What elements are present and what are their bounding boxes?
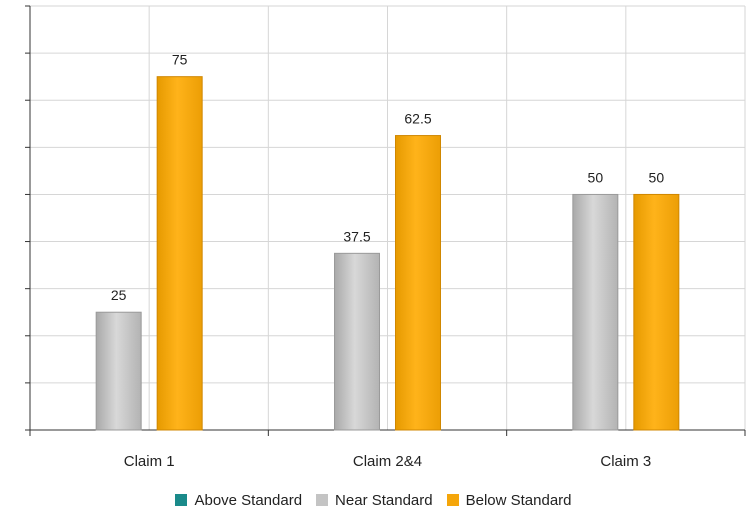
legend-item: Above Standard (175, 492, 302, 509)
bar-near-standard (334, 252, 380, 431)
bars (95, 76, 680, 431)
bar-below-standard (156, 76, 203, 431)
data-label: 50 (588, 169, 604, 185)
x-tick-label: Claim 3 (600, 453, 651, 470)
data-label: 25 (111, 287, 127, 303)
legend-label: Above Standard (194, 491, 303, 509)
legend: Above Standard Near Standard Below Standar… (0, 488, 747, 512)
legend-label: Near Standard (335, 491, 433, 509)
bar-near-standard (95, 311, 142, 431)
axes (25, 5, 746, 436)
data-label: 62.5 (404, 111, 431, 127)
legend-swatch (175, 494, 188, 506)
bar-chart: 25 75 37.5 62.5 50 50 Claim 1 Claim 2&4 Claim 3 (25, 5, 746, 470)
bar-below-standard (395, 135, 441, 431)
legend-swatch (316, 494, 329, 506)
gridlines (30, 5, 746, 430)
legend-item: Below Standard (446, 491, 572, 509)
x-tick-label: Claim 2&4 (353, 453, 422, 470)
data-labels: 25 75 37.5 62.5 50 50 (111, 52, 664, 304)
x-tick-labels: Claim 1 Claim 2&4 Claim 3 (124, 453, 652, 470)
data-label: 50 (649, 169, 665, 185)
bar-below-standard (633, 193, 680, 431)
x-tick-label: Claim 1 (124, 453, 175, 470)
data-label: 37.5 (343, 228, 370, 244)
legend-item: Near Standard (316, 492, 433, 509)
legend-swatch (446, 494, 459, 506)
data-label: 75 (172, 52, 188, 68)
legend-label: Below Standard (465, 491, 572, 509)
bar-near-standard (572, 193, 619, 431)
